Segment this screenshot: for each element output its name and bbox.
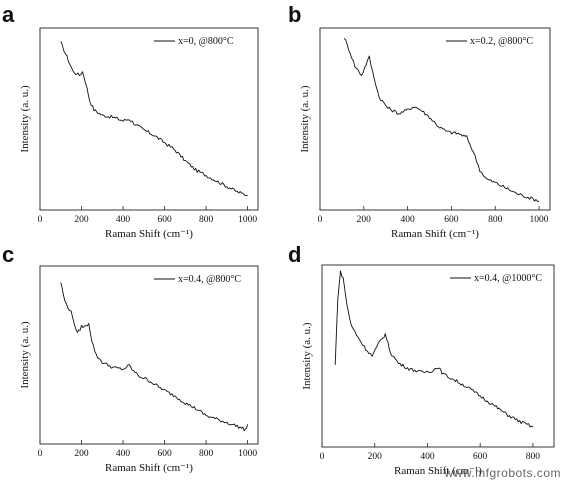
panel-letter: b [288,2,301,27]
y-axis-label: Intensity (a. u.) [19,85,31,153]
x-axis-label: Raman Shift (cm⁻¹) [105,462,193,474]
panel-letter: c [2,242,14,267]
x-tick-label: 400 [420,452,435,462]
x-tick-label: 400 [116,449,131,459]
x-tick-label: 600 [444,215,459,225]
chart-panel-b: b 0 200 400 600 800 1000 Raman Shift (cm⁻¹) Inte… [288,2,551,240]
x-tick-label: 800 [199,215,214,225]
data-series-line [343,37,540,202]
x-tick-label: 1000 [238,215,257,225]
panel-letter: d [288,242,301,267]
watermark-text: www.mfgrobots.com [444,466,561,480]
legend-entry: x=0.4, @1000°C [474,273,542,284]
x-tick-label: 600 [157,215,172,225]
x-tick-label: 400 [116,215,131,225]
x-tick-label: 200 [74,215,89,225]
x-axis-label: Raman Shift (cm⁻¹) [394,465,482,477]
x-tick-label: 200 [74,449,89,459]
x-tick-label: 800 [526,452,541,462]
data-series-line [60,41,248,196]
legend-entry: x=0.2, @800°C [470,36,533,47]
y-axis-label: Intensity (a. u.) [301,322,313,390]
chart-panel-a: a 0 200 400 600 800 1000 Raman Shift (cm⁻¹) Inte… [2,2,259,240]
chart-panel-c: c 0 200 400 600 800 1000 Raman Shift (cm⁻¹) Inte… [2,242,259,474]
x-tick-label: 800 [199,449,214,459]
x-tick-label: 0 [320,452,325,462]
y-axis-label: Intensity (a. u.) [19,321,31,389]
x-tick-label: 200 [368,452,383,462]
data-series-line [60,282,249,432]
x-tick-label: 200 [357,215,372,225]
x-tick-label: 0 [38,449,43,459]
plot-frame [39,27,259,211]
plot-frame [321,264,555,448]
x-axis-label: Raman Shift (cm⁻¹) [391,228,479,240]
x-axis-label: Raman Shift (cm⁻¹) [105,228,193,240]
legend-entry: x=0.4, @800°C [178,274,241,285]
x-tick-label: 1000 [238,449,257,459]
plot-frame [39,265,259,445]
legend-entry: x=0, @800°C [178,36,234,47]
x-tick-label: 1000 [530,215,549,225]
chart-panel-d: d 0 200 400 600 800 Raman Shift (cm⁻¹) Intensit… [288,242,555,477]
x-tick-label: 0 [318,215,323,225]
x-tick-label: 800 [488,215,503,225]
data-series-line [334,270,534,428]
x-tick-label: 0 [38,215,43,225]
plot-frame [319,27,551,211]
x-tick-label: 600 [473,452,488,462]
x-tick-label: 600 [157,449,172,459]
panel-letter: a [2,2,15,27]
x-tick-label: 400 [400,215,415,225]
y-axis-label: Intensity (a. u.) [299,85,311,153]
